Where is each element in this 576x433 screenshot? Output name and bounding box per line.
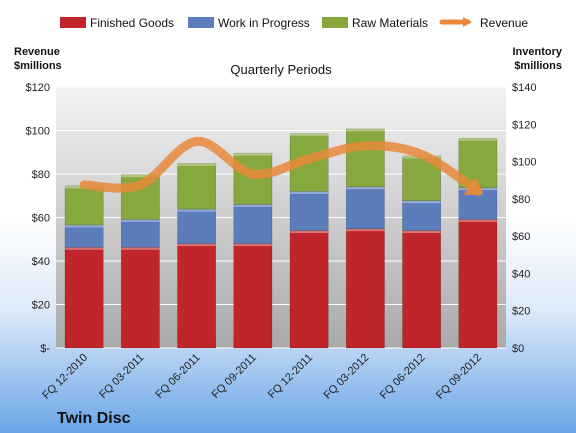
right-tick-label: $140 (512, 82, 536, 94)
right-tick-label: $60 (512, 231, 530, 243)
bar-highlight (65, 247, 104, 250)
right-axis-title-line2: $millions (514, 60, 562, 72)
bar-finished-goods (233, 243, 273, 349)
bar-work-in-progress (64, 224, 104, 248)
bar-highlight (121, 219, 160, 222)
bar-highlight (233, 153, 272, 156)
revenue-arrowhead-icon (463, 176, 483, 196)
bar-raw-materials (177, 163, 217, 210)
bar-finished-goods (402, 230, 442, 349)
x-tick-label: FQ 03-2012 (322, 352, 372, 402)
right-tick-label: $0 (512, 343, 524, 355)
bar-work-in-progress (177, 208, 217, 244)
company-name: Twin Disc (57, 410, 131, 427)
left-axis-title-line2: $millions (14, 60, 62, 72)
bar-highlight (458, 138, 497, 141)
bar-highlight (121, 174, 160, 178)
x-tick-label: FQ 09-2011 (210, 352, 259, 401)
left-tick-label: $80 (32, 169, 50, 181)
bar-finished-goods (120, 247, 160, 349)
bar-raw-materials (64, 185, 104, 226)
bar-highlight (346, 186, 385, 190)
bar-highlight (290, 191, 329, 194)
chart-title: Quarterly Periods (230, 62, 332, 77)
legend-swatch-raw-materials (322, 17, 348, 28)
bar-raw-materials (345, 128, 385, 188)
bar-highlight (177, 243, 216, 247)
legend-label-finished-goods: Finished Goods (90, 16, 174, 30)
right-tick-label: $20 (512, 306, 530, 318)
revenue-line-group (79, 136, 483, 196)
bar-highlight (346, 228, 385, 232)
bar-highlight (65, 224, 104, 228)
left-tick-label: $20 (32, 300, 50, 312)
bar-highlight (290, 230, 329, 234)
x-tick-label: FQ 12-2010 (40, 352, 90, 402)
left-tick-label: $- (40, 343, 50, 355)
bar-highlight (290, 133, 329, 137)
legend-swatch-finished-goods (60, 17, 86, 28)
left-tick-label: $120 (26, 82, 50, 94)
bar-highlight (233, 243, 272, 247)
bar-highlight (121, 247, 160, 250)
bar-highlight (177, 209, 216, 212)
bar-work-in-progress (402, 200, 442, 231)
bar-finished-goods (64, 247, 104, 349)
bar-work-in-progress (289, 191, 329, 231)
legend-swatch-work-in-progress (188, 17, 214, 28)
bar-highlight (233, 204, 272, 207)
left-axis-ticks: $- $20 $40 $60 $80 $100 $120 (26, 82, 51, 355)
x-tick-label: FQ 03-2011 (97, 352, 146, 401)
legend-label-revenue: Revenue (480, 16, 528, 30)
legend-label-work-in-progress: Work in Progress (218, 16, 310, 30)
revenue-line (79, 136, 483, 196)
legend-arrow-icon (463, 17, 472, 27)
bar-finished-goods (458, 219, 498, 349)
left-tick-label: $40 (32, 256, 50, 268)
bars (64, 128, 498, 349)
legend-label-raw-materials: Raw Materials (352, 16, 428, 30)
left-axis-title-line1: Revenue (14, 46, 60, 58)
right-tick-label: $100 (512, 157, 536, 169)
right-tick-label: $80 (512, 194, 530, 206)
bar-work-in-progress (120, 219, 160, 248)
x-tick-label: FQ 06-2011 (153, 352, 202, 401)
x-tick-label: FQ 12-2011 (266, 352, 315, 401)
bar-raw-materials (233, 152, 273, 205)
bar-highlight (346, 128, 385, 132)
bar-highlight (402, 200, 441, 204)
legend: Finished Goods Work in Progress Raw Mate… (60, 16, 528, 30)
x-tick-label: FQ 09-2012 (434, 352, 484, 402)
right-tick-label: $40 (512, 268, 530, 280)
x-tick-label: FQ 06-2012 (378, 352, 428, 402)
bar-highlight (458, 219, 497, 222)
x-axis-ticks: FQ 12-2010 FQ 03-2011 FQ 06-2011 FQ 09-2011… (40, 352, 484, 402)
left-tick-label: $100 (26, 126, 50, 138)
right-tick-label: $120 (512, 119, 536, 131)
bar-work-in-progress (233, 204, 273, 244)
left-tick-label: $60 (32, 213, 50, 225)
right-axis-ticks: $0 $20 $40 $60 $80 $100 $120 $140 (512, 82, 536, 355)
bar-highlight (177, 163, 216, 166)
bar-work-in-progress (345, 186, 385, 229)
bar-finished-goods (289, 230, 329, 349)
bar-finished-goods (345, 228, 385, 349)
bar-finished-goods (177, 243, 217, 349)
bar-highlight (402, 230, 441, 234)
right-axis-title-line1: Inventory (512, 46, 562, 58)
